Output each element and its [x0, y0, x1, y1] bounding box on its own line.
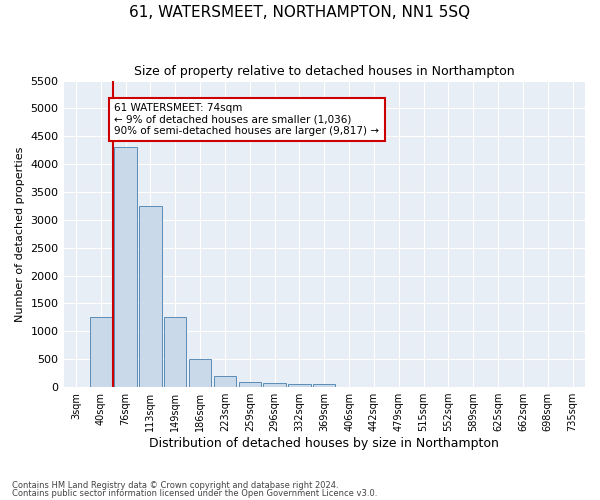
Title: Size of property relative to detached houses in Northampton: Size of property relative to detached ho… [134, 65, 515, 78]
Y-axis label: Number of detached properties: Number of detached properties [15, 146, 25, 322]
Bar [313, 384, 335, 387]
Bar [89, 318, 112, 387]
Bar [139, 206, 161, 387]
Bar [288, 384, 311, 387]
Bar [115, 148, 137, 387]
Text: 61 WATERSMEET: 74sqm
← 9% of detached houses are smaller (1,036)
90% of semi-det: 61 WATERSMEET: 74sqm ← 9% of detached ho… [115, 103, 379, 136]
Text: Contains public sector information licensed under the Open Government Licence v3: Contains public sector information licen… [12, 488, 377, 498]
Bar [263, 383, 286, 387]
X-axis label: Distribution of detached houses by size in Northampton: Distribution of detached houses by size … [149, 437, 499, 450]
Text: 61, WATERSMEET, NORTHAMPTON, NN1 5SQ: 61, WATERSMEET, NORTHAMPTON, NN1 5SQ [130, 5, 470, 20]
Bar [239, 382, 261, 387]
Text: Contains HM Land Registry data © Crown copyright and database right 2024.: Contains HM Land Registry data © Crown c… [12, 481, 338, 490]
Bar [164, 318, 187, 387]
Bar [189, 359, 211, 387]
Bar [214, 376, 236, 387]
